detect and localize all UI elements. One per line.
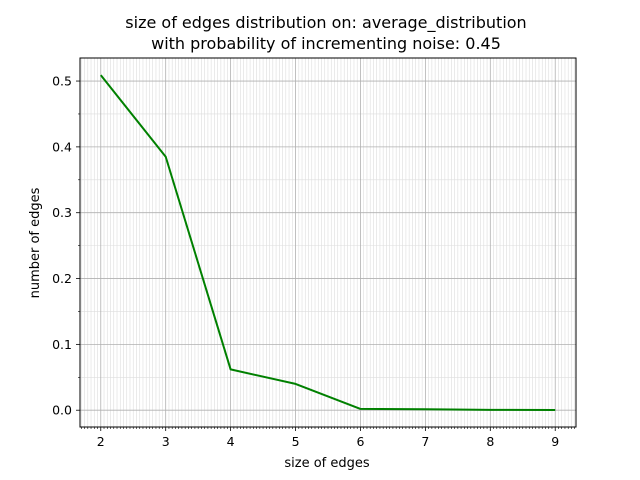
- y-tick-label: 0.2: [52, 271, 72, 286]
- chart-title-line1: size of edges distribution on: average_d…: [125, 13, 526, 33]
- x-tick-label: 6: [356, 434, 364, 449]
- major-grid: [80, 58, 576, 427]
- y-tick-label: 0.5: [52, 74, 72, 89]
- series-line: [99, 74, 556, 412]
- x-tick-label: 9: [551, 434, 559, 449]
- plot-area: 2 3 4 5 6 7 8 9 0.0 0.1 0.2 0.3 0.4 0.5: [52, 57, 577, 449]
- y-tick-label: 0.4: [52, 139, 72, 154]
- y-tick-label: 0.3: [52, 205, 72, 220]
- x-tick-label: 3: [162, 434, 170, 449]
- x-tick-label: 2: [97, 434, 105, 449]
- x-tick-label: 5: [292, 434, 300, 449]
- y-tick-label: 0.1: [52, 337, 72, 352]
- x-tick-label: 7: [421, 434, 429, 449]
- x-axis-label: size of edges: [284, 456, 370, 471]
- x-tick-label: 8: [486, 434, 494, 449]
- series-group: [99, 74, 556, 412]
- x-tick-label: 4: [227, 434, 235, 449]
- chart-title-line2: with probability of incrementing noise: …: [151, 34, 501, 53]
- y-axis-label: number of edges: [28, 187, 43, 298]
- minor-grid: [80, 58, 576, 427]
- y-axis: 0.0 0.1 0.2 0.3 0.4 0.5: [52, 74, 80, 418]
- x-axis: 2 3 4 5 6 7 8 9: [80, 427, 576, 449]
- y-tick-label: 0.0: [52, 403, 72, 418]
